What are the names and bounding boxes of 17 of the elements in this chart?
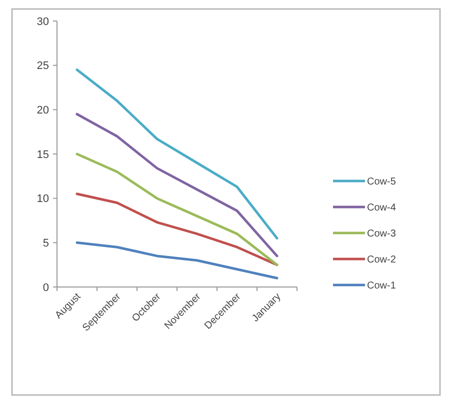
legend-label: Cow-5	[367, 176, 396, 188]
legend-label: Cow-1	[367, 280, 396, 292]
y-tick-label: 5	[42, 238, 49, 250]
y-tick-label: 30	[36, 16, 49, 28]
y-tick-label: 15	[36, 148, 49, 161]
line-series	[76, 68, 278, 240]
y-tick-label: 20	[36, 104, 49, 117]
legend-label: Cow-3	[367, 228, 396, 240]
y-tick-label: 0	[42, 282, 49, 294]
y-tick-label: 10	[36, 193, 49, 206]
line-series	[76, 152, 278, 266]
line-series	[76, 112, 278, 258]
y-tick-label: 25	[36, 60, 49, 72]
legend-label: Cow-2	[367, 254, 396, 266]
legend-label: Cow-4	[367, 202, 396, 214]
line-series	[76, 192, 278, 266]
line-series	[76, 241, 278, 280]
